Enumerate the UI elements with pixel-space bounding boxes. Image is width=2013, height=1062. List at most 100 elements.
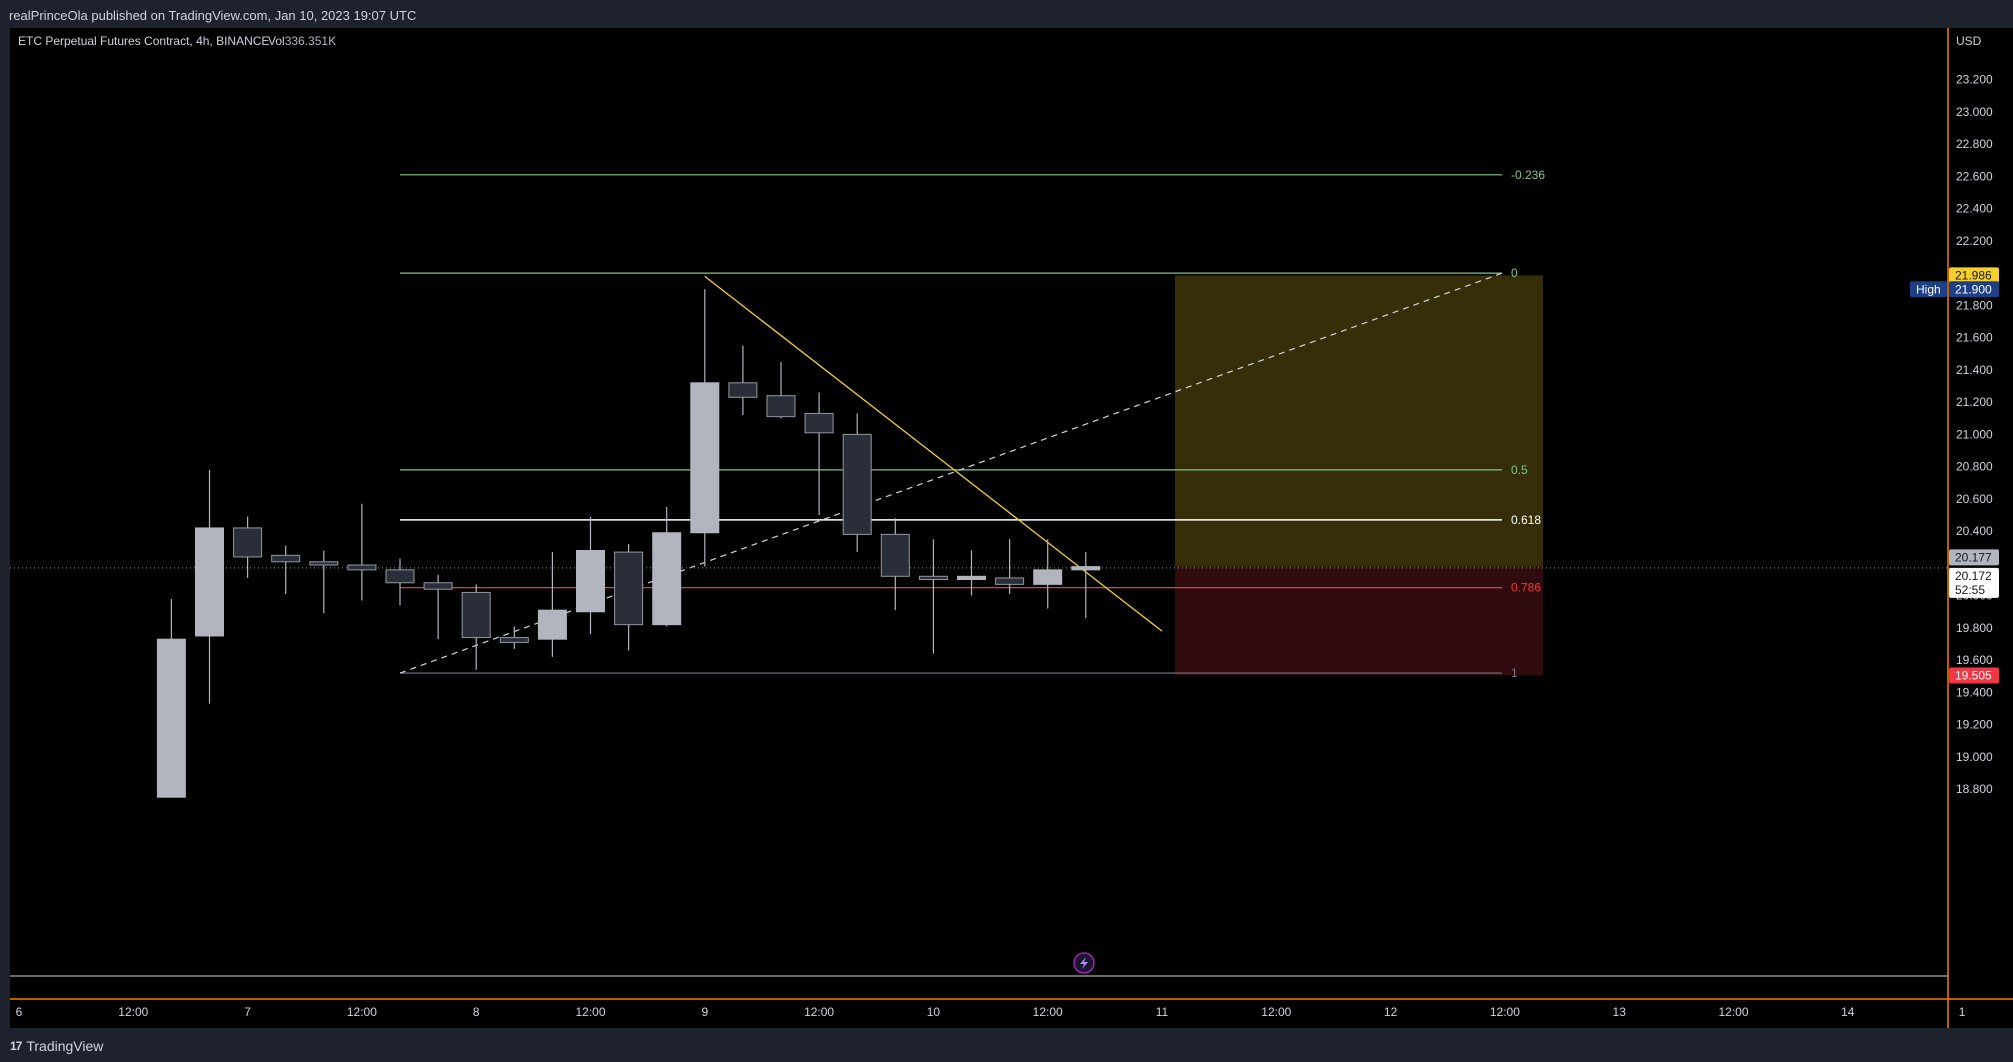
candle[interactable] (195, 469, 224, 704)
candle[interactable] (652, 506, 682, 627)
candle-body (576, 550, 605, 613)
fib-diagonal[interactable] (399, 272, 1503, 674)
candle-body (499, 637, 529, 643)
candle-body (614, 551, 644, 626)
candle-body (195, 527, 224, 637)
price-tick-label: 23.200 (1956, 73, 1993, 87)
candle-body (728, 382, 758, 398)
time-tick-label: 12:00 (118, 1005, 148, 1019)
legend-volume: Vol336.351K (268, 34, 336, 48)
candle[interactable] (499, 626, 529, 649)
candle[interactable] (537, 552, 567, 657)
price-axis[interactable]: 23.200 23.000 22.800 22.600 22.400 22.200 21.8… (1947, 28, 1993, 1028)
price-tick-label: 19.800 (1956, 621, 1993, 635)
time-tick-label: 12:00 (804, 1005, 834, 1019)
price-tick-label: 20.600 (1956, 492, 1993, 506)
price-tick-label: 18.800 (1956, 782, 1993, 796)
candle[interactable] (233, 516, 263, 578)
current-price-badge-bg (1949, 567, 1999, 598)
bar-countdown: 52:55 (1955, 583, 1985, 597)
time-tick-label: 12:00 (1033, 1005, 1063, 1019)
candle[interactable] (918, 539, 948, 654)
candles[interactable] (156, 289, 1101, 798)
price-tick-label: 19.600 (1956, 653, 1993, 667)
price-tick-label: 19.000 (1956, 750, 1993, 764)
candle-body (537, 609, 567, 640)
candle[interactable] (614, 544, 644, 651)
price-tick-label: 22.400 (1956, 202, 1993, 216)
high-price-badge: 21.900 (1955, 282, 1992, 296)
candle-body (804, 412, 834, 434)
candle[interactable] (804, 392, 834, 516)
candle[interactable] (690, 289, 720, 567)
time-axis[interactable]: 6 12:00 7 12:00 8 12:00 9 12:00 10 12:00 11 12:00 12… (10, 975, 2013, 1019)
lightning-icon[interactable] (1073, 952, 1095, 974)
candle[interactable] (995, 539, 1025, 595)
candle[interactable] (156, 598, 186, 798)
footer: 17 TradingView (0, 1028, 2013, 1062)
time-tick-label: 12:00 (1490, 1005, 1520, 1019)
price-tick-label: 21.000 (1956, 427, 1993, 441)
candle-body (918, 575, 948, 581)
last-price-badge: 20.177 (1955, 550, 1992, 564)
publish-header: realPrinceOla published on TradingView.c… (0, 0, 2013, 28)
candle[interactable] (766, 361, 796, 419)
candle-body (347, 564, 377, 571)
candle[interactable] (1071, 552, 1101, 619)
stop-price-badge: 19.505 (1955, 668, 1992, 682)
chart-background (10, 28, 2013, 1028)
candle[interactable] (728, 345, 758, 416)
fib-level-label: -0.236 (1511, 168, 1545, 182)
fib-level-label: 1 (1511, 666, 1518, 680)
candle[interactable] (271, 545, 301, 595)
price-tick-label: 21.200 (1956, 395, 1993, 409)
candle-body (309, 561, 339, 566)
candle[interactable] (842, 413, 872, 553)
profit-zone[interactable] (1175, 275, 1543, 567)
last-price-badge-bg (1949, 549, 1999, 566)
brand-label: TradingView (26, 1038, 104, 1054)
candle[interactable] (385, 558, 415, 606)
high-label: High (1916, 282, 1941, 296)
candle[interactable] (461, 584, 491, 670)
legend-vol-value: 336.351K (285, 34, 336, 48)
candle[interactable] (1033, 539, 1063, 609)
candle-body (842, 433, 872, 535)
candle-body (652, 532, 682, 626)
current-price-badge: 20.172 (1955, 569, 1992, 583)
fib-level-label: 0 (1511, 266, 1518, 280)
candle-body (1071, 566, 1101, 571)
candle-body (690, 382, 720, 534)
time-tick-label: 1 (1959, 1005, 1966, 1019)
loss-zone[interactable] (1175, 566, 1543, 676)
price-tick-label: 20.400 (1956, 524, 1993, 538)
candle-body (766, 395, 796, 418)
candle-body (233, 527, 263, 558)
candle-body (995, 577, 1025, 585)
candle-body (461, 591, 491, 639)
candle-body (957, 575, 986, 581)
candle[interactable] (347, 503, 377, 601)
price-tick-label: 22.200 (1956, 234, 1993, 248)
candle[interactable] (309, 550, 339, 614)
candle[interactable] (957, 550, 986, 596)
time-tick-label: 12:00 (1718, 1005, 1748, 1019)
candle-body (385, 569, 415, 584)
high-price-badge-bg (1949, 281, 1999, 298)
candle[interactable] (576, 516, 605, 635)
candle-body (156, 638, 186, 798)
tradingview-mark: 17 (10, 1039, 22, 1053)
candle-body (880, 533, 910, 577)
candle[interactable] (880, 518, 910, 611)
tradingview-logo[interactable]: 17 TradingView (10, 1038, 103, 1054)
price-tick-label: 21.400 (1956, 363, 1993, 377)
fib-retracement[interactable]: -0.236 0 0.5 0.618 0.786 1 (399, 168, 1545, 680)
price-tick-label: 23.000 (1956, 105, 1993, 119)
position-zones[interactable] (1175, 275, 1543, 676)
time-tick-label: 8 (473, 1005, 480, 1019)
time-tick-label: 12:00 (1261, 1005, 1291, 1019)
price-tick-label: 19.400 (1956, 685, 1993, 699)
candle[interactable] (423, 574, 453, 640)
